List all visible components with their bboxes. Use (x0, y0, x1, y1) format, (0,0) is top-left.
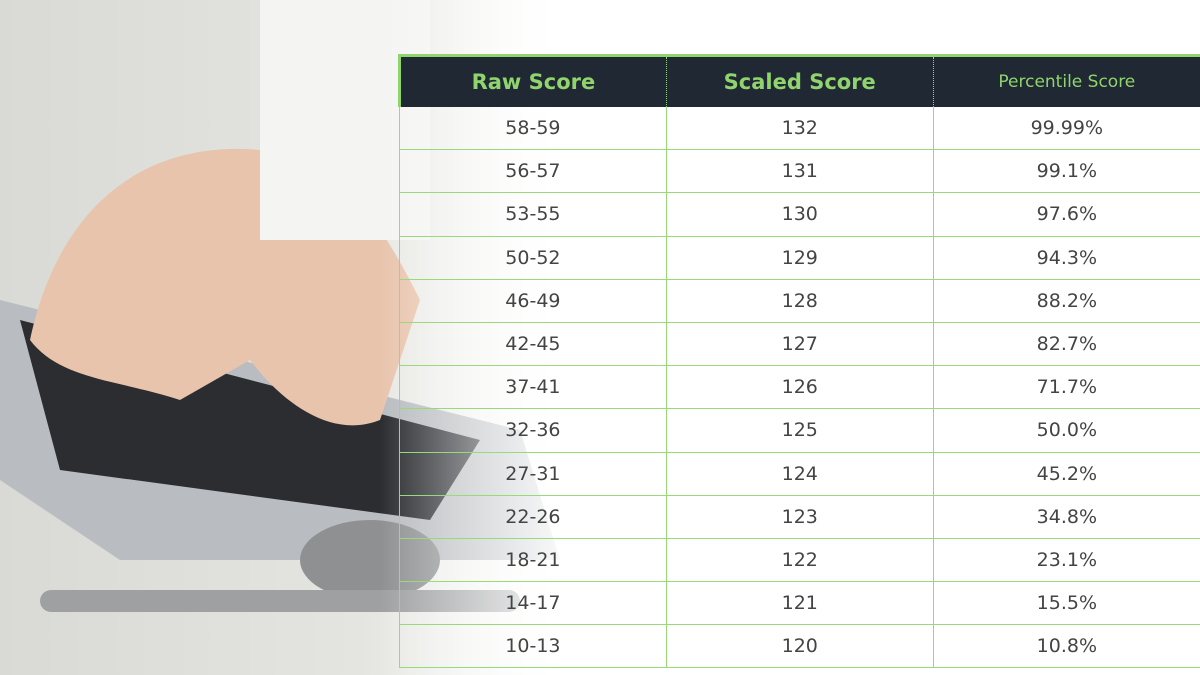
table-cell: 126 (666, 365, 934, 410)
table-cell: 88.2% (933, 279, 1200, 323)
table-row: 32-36 125 50.0% (399, 408, 1200, 453)
table-cell: 45.2% (933, 452, 1200, 496)
table-cell: 14-17 (399, 581, 667, 626)
table-cell: 122 (666, 538, 934, 583)
table-row: 37-41 126 71.7% (399, 365, 1200, 410)
table-cell: 99.99% (933, 107, 1200, 151)
table-cell: 37-41 (399, 365, 667, 410)
table-cell: 18-21 (399, 538, 667, 583)
table-body: 58-59 132 99.99% 56-57 131 99.1% 53-55 130 97.6%… (399, 107, 1200, 669)
table-cell: 22-26 (399, 495, 667, 539)
column-header: Raw Score (398, 54, 667, 107)
table-cell: 71.7% (933, 365, 1200, 410)
table-cell: 82.7% (933, 322, 1200, 367)
table-cell: 23.1% (933, 538, 1200, 583)
table-row: 27-31 124 45.2% (399, 452, 1200, 496)
table-cell: 15.5% (933, 581, 1200, 626)
table-row: 14-17 121 15.5% (399, 581, 1200, 626)
table-cell: 58-59 (399, 107, 667, 151)
table-cell: 42-45 (399, 322, 667, 367)
table-cell: 99.1% (933, 149, 1200, 194)
table-row: 18-21 122 23.1% (399, 538, 1200, 583)
table-cell: 10.8% (933, 624, 1200, 669)
table-row: 56-57 131 99.1% (399, 149, 1200, 194)
table-cell: 132 (666, 107, 934, 151)
table-cell: 129 (666, 236, 934, 280)
table-cell: 53-55 (399, 192, 667, 237)
table-row: 53-55 130 97.6% (399, 192, 1200, 237)
table-row: 58-59 132 99.99% (399, 107, 1200, 151)
table-row: 50-52 129 94.3% (399, 236, 1200, 280)
table-cell: 50-52 (399, 236, 667, 280)
column-header: Scaled Score (666, 54, 934, 107)
table-cell: 120 (666, 624, 934, 669)
table-cell: 32-36 (399, 408, 667, 453)
table-cell: 130 (666, 192, 934, 237)
table-cell: 10-13 (399, 624, 667, 669)
column-header: Percentile Score (933, 54, 1200, 107)
table-row: 10-13 120 10.8% (399, 624, 1200, 669)
table-cell: 27-31 (399, 452, 667, 496)
table-cell: 94.3% (933, 236, 1200, 280)
table-row: 46-49 128 88.2% (399, 279, 1200, 323)
table-row: 22-26 123 34.8% (399, 495, 1200, 539)
table-cell: 127 (666, 322, 934, 367)
table-cell: 124 (666, 452, 934, 496)
table-cell: 46-49 (399, 279, 667, 323)
table-cell: 50.0% (933, 408, 1200, 453)
table-cell: 56-57 (399, 149, 667, 194)
table-cell: 131 (666, 149, 934, 194)
table-cell: 97.6% (933, 192, 1200, 237)
header-row: Raw Score Scaled Score Percentile Score (398, 54, 1200, 107)
table-cell: 121 (666, 581, 934, 626)
table-cell: 123 (666, 495, 934, 539)
table-cell: 125 (666, 408, 934, 453)
table-cell: 128 (666, 279, 934, 323)
table-cell: 34.8% (933, 495, 1200, 539)
score-table: Raw Score Scaled Score Percentile Score 58… (398, 54, 1200, 669)
table-row: 42-45 127 82.7% (399, 322, 1200, 367)
